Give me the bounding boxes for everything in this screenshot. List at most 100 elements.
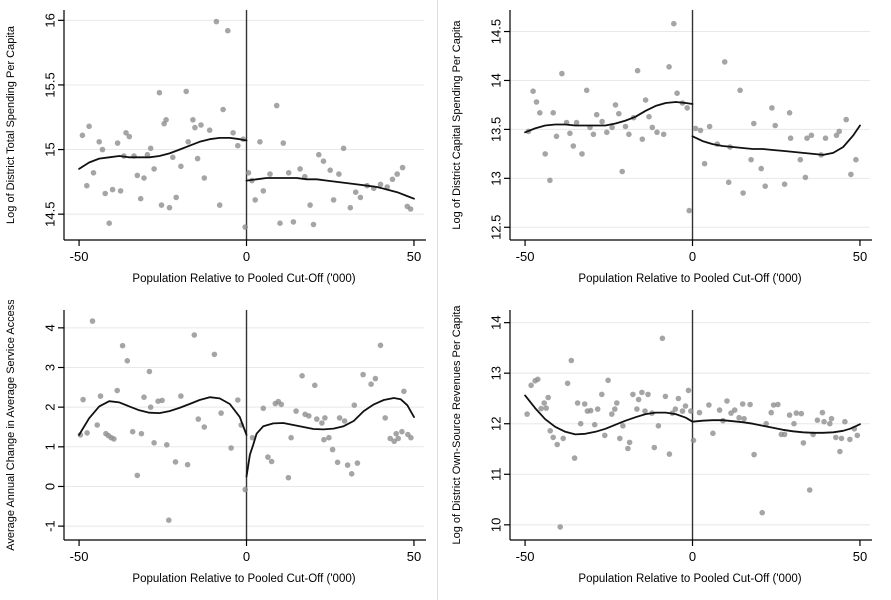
- scatter-point: [612, 406, 618, 412]
- scatter-point: [330, 197, 337, 203]
- scatter-point: [147, 145, 154, 152]
- scatter-point: [791, 420, 797, 427]
- scatter-point: [639, 389, 645, 396]
- x-axis-title: Population Relative to Pooled Cut-Off ('…: [578, 273, 801, 285]
- scatter-point: [348, 471, 355, 477]
- scatter-point: [559, 70, 565, 77]
- y-tick-label: 15: [42, 142, 57, 156]
- y-axis-title: Average Annual Change in Average Service…: [5, 300, 17, 551]
- scatter-point: [654, 129, 660, 136]
- scatter-point: [268, 458, 275, 465]
- scatter-point: [833, 132, 840, 139]
- scatter-point: [842, 418, 848, 425]
- scatter-point: [786, 412, 793, 418]
- scatter-point: [395, 435, 402, 442]
- scatter-point: [543, 405, 549, 411]
- scatter-point: [847, 436, 853, 443]
- scatter-point: [278, 401, 285, 408]
- scatter-point: [201, 424, 208, 430]
- y-tick-label: -1: [42, 520, 57, 532]
- scatter-point: [257, 139, 263, 145]
- scatter-point: [570, 143, 577, 149]
- scatter-point: [377, 181, 384, 188]
- scatter-point: [577, 420, 584, 427]
- scatter-point: [299, 373, 305, 379]
- scatter-point: [368, 381, 374, 387]
- scatter-point: [819, 409, 826, 416]
- scatter-point: [213, 18, 220, 25]
- fit-line-pre-cutoff: [78, 136, 248, 170]
- fit-line-pre-cutoff: [78, 396, 248, 436]
- scatter-point: [716, 407, 723, 413]
- scatter-point: [692, 125, 699, 132]
- scatter-point: [273, 102, 280, 109]
- scatter-point: [685, 387, 692, 394]
- scatter-point: [134, 472, 141, 479]
- scatter-point: [571, 455, 578, 461]
- x-tick-label: 50: [853, 549, 867, 564]
- panel-service-access: -1 0 1 2 3 4 -50 0 50 Average Annual Change in Av…: [0, 300, 446, 600]
- scatter-point: [84, 182, 90, 189]
- scatter-point: [736, 414, 742, 421]
- x-tick-label: -50: [516, 249, 535, 264]
- scatter-point: [587, 407, 594, 414]
- scatter-point: [701, 160, 708, 167]
- scatter-point: [206, 127, 213, 133]
- scatter-point: [634, 67, 641, 74]
- scatter-point: [394, 171, 401, 177]
- scatter-point: [550, 110, 556, 116]
- y-tick-label: 13: [488, 366, 503, 380]
- scatter-point: [599, 118, 605, 125]
- scatter-point: [220, 106, 226, 113]
- scatter-point: [344, 462, 351, 468]
- scatter-point: [357, 194, 364, 201]
- scatter-point: [591, 421, 598, 428]
- scatter-point: [567, 130, 573, 137]
- x-tick-label: 0: [243, 549, 250, 564]
- scatter-point: [682, 403, 689, 409]
- scatter-point: [114, 387, 120, 394]
- scatter-point: [660, 131, 667, 138]
- scatter-point: [102, 190, 108, 197]
- scatter-point: [111, 436, 117, 442]
- scatter-point: [310, 221, 317, 228]
- y-tick-label: 15.5: [42, 72, 57, 97]
- scatter-point: [320, 158, 327, 164]
- scatter-point: [662, 393, 669, 400]
- scatter-point: [854, 432, 861, 439]
- scatter-point: [751, 120, 757, 127]
- scatter-point: [659, 335, 666, 342]
- scatter-point: [758, 165, 764, 172]
- scatter-point: [564, 380, 571, 387]
- scatter-point: [748, 156, 754, 163]
- scatter-point: [706, 402, 712, 408]
- scatter-point: [616, 110, 622, 117]
- scatter-point: [326, 434, 332, 441]
- scatter-point: [166, 204, 173, 211]
- scatter-point: [377, 342, 384, 349]
- x-tick-label: -50: [70, 249, 89, 264]
- scatter-point: [560, 435, 566, 442]
- scatter-point: [307, 202, 313, 208]
- scatter-point: [688, 408, 694, 414]
- scatter-point: [334, 459, 341, 466]
- y-tick-label: 13: [488, 171, 503, 185]
- scatter-point: [156, 89, 163, 96]
- column-divider: [437, 0, 438, 600]
- scatter-point: [625, 445, 631, 452]
- scatter-point: [542, 151, 548, 157]
- x-tick-label: 0: [689, 549, 696, 564]
- scatter-point: [340, 145, 347, 152]
- panel-own-source-revenues: 10 11 12 13 14 -50 0 50 Log of District Own-Sour…: [446, 300, 891, 600]
- scatter-point: [721, 59, 728, 65]
- scatter-point: [814, 417, 821, 423]
- scatter-point: [675, 395, 682, 402]
- scatter-point: [192, 124, 198, 131]
- scatter-point: [401, 388, 407, 395]
- scatter-point: [387, 435, 394, 442]
- scatter-point: [666, 64, 672, 70]
- scatter-point: [170, 154, 176, 161]
- scatter-point: [249, 434, 256, 441]
- scatter-point: [731, 407, 738, 413]
- fit-line-post-cutoff: [691, 124, 861, 156]
